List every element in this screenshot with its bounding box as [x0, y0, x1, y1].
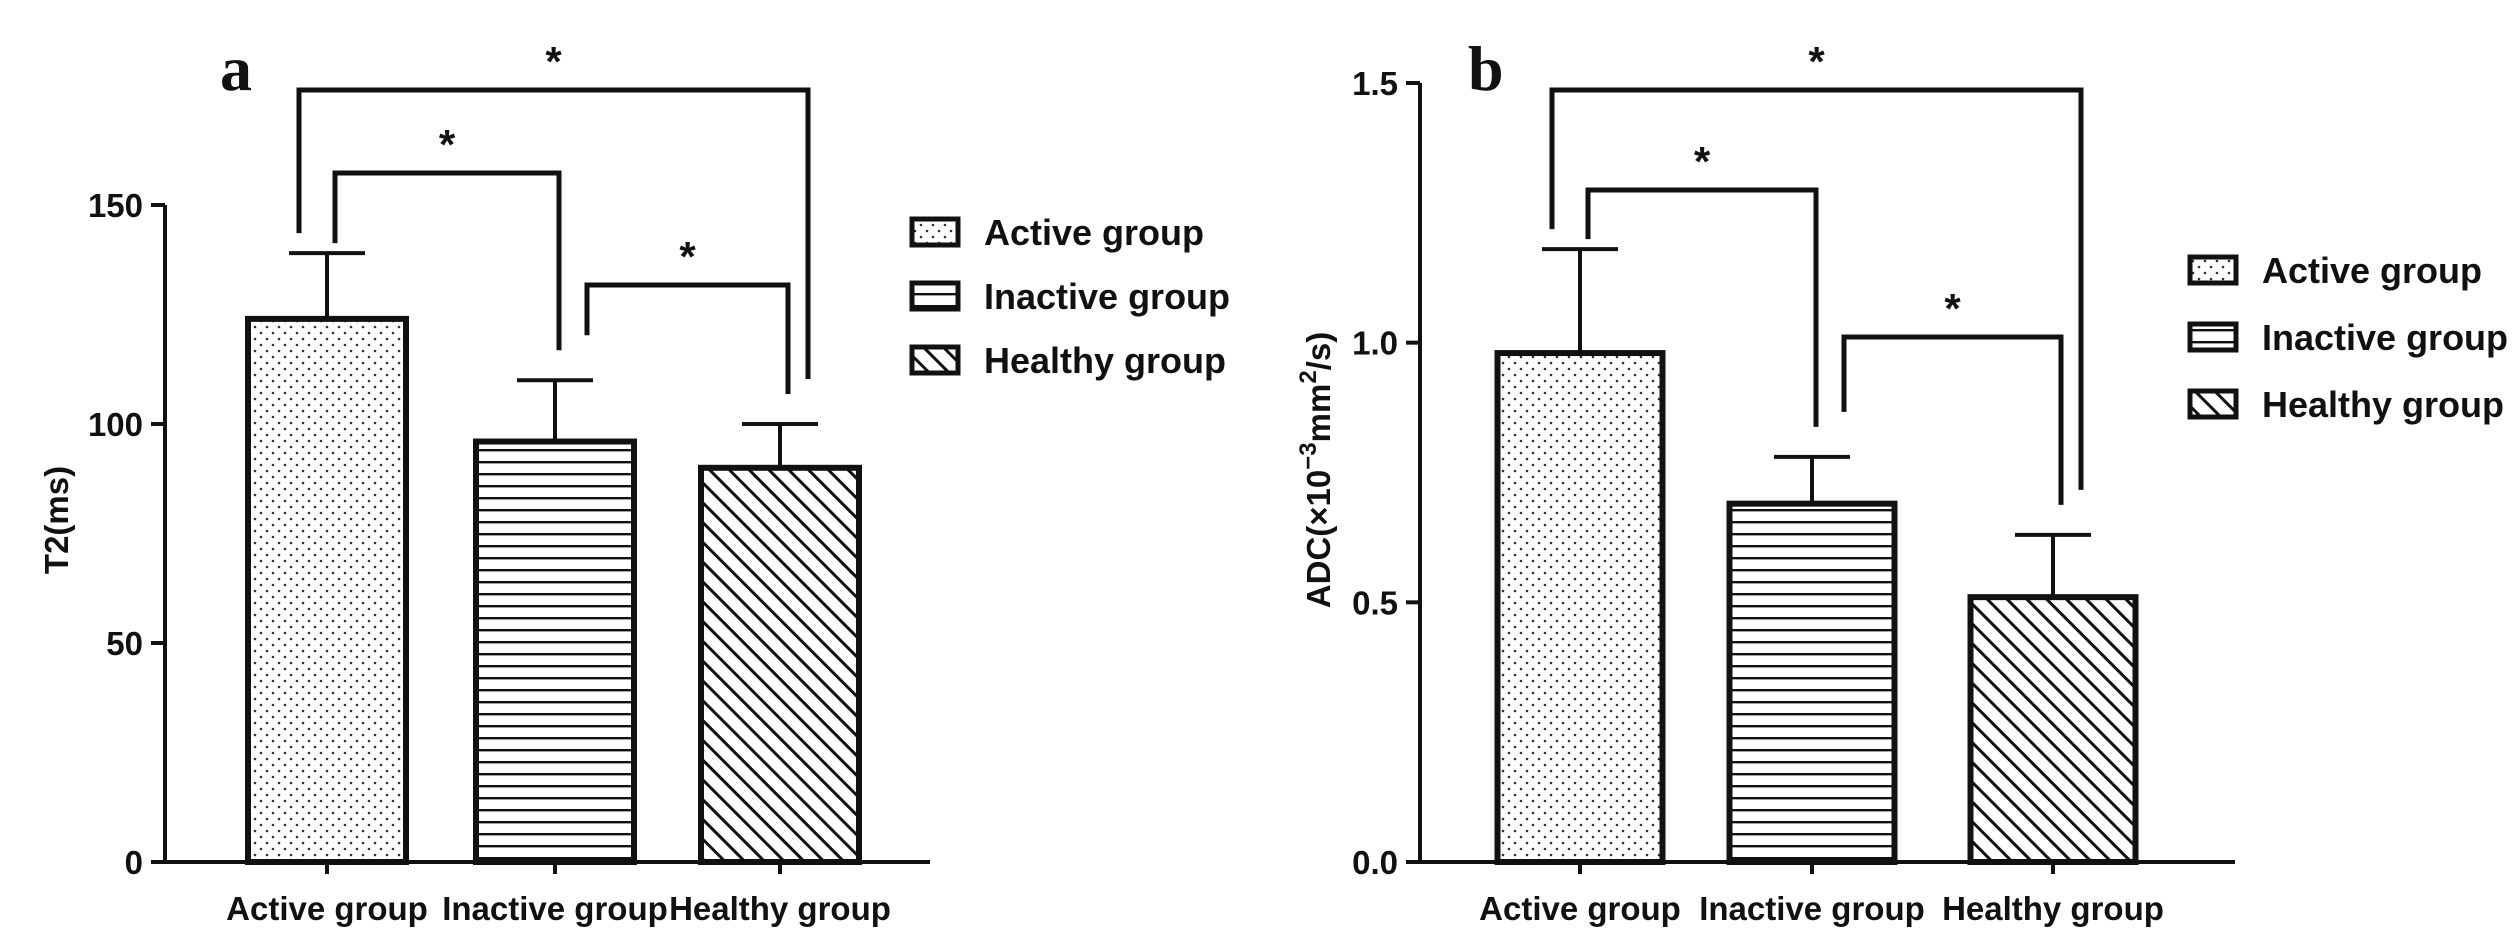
x-category-label: Active group [226, 890, 428, 927]
panel-a-error-bars [289, 251, 818, 468]
y-tick-label: 150 [88, 187, 143, 224]
y-tick-label: 1.5 [1352, 65, 1398, 102]
x-category-label: Active group [1479, 890, 1681, 927]
panel-a-chart: a T2(ms) 0 50 100 150 Active group Inactive… [38, 33, 1230, 927]
bar [245, 315, 409, 865]
y-tick-label: 1.0 [1352, 325, 1398, 362]
panel-a-bars [245, 315, 862, 865]
ylabel-unit: mm [1300, 384, 1337, 443]
y-tick-label: 100 [88, 406, 143, 443]
panel-b-legend: Active group Inactive group Healthy grou… [2187, 250, 2508, 425]
x-category-label: Healthy group [1942, 890, 2164, 927]
panel-b-error-bars [1542, 247, 2091, 598]
legend-swatch [909, 344, 961, 376]
ylabel-exponent: 2 [1295, 370, 1322, 383]
bar [1494, 350, 1666, 865]
legend-label: Healthy group [2262, 384, 2504, 425]
significance-star: * [679, 233, 696, 280]
legend-label: Inactive group [984, 276, 1230, 317]
bar [1726, 500, 1898, 865]
legend-swatch [909, 216, 961, 248]
panel-b-chart: b ADC(×10−3mm2/s) 0.0 0.5 1.0 1.5 Active gr… [1295, 33, 2508, 927]
panel-b-significance-brackets: * * * [1549, 38, 2084, 505]
significance-star: * [439, 121, 456, 168]
panel-a-legend: Active group Inactive group Healthy grou… [909, 212, 1230, 381]
legend-swatch [2187, 321, 2239, 353]
significance-bracket [1841, 334, 2064, 505]
legend-swatch [2187, 254, 2239, 286]
significance-star: * [1944, 285, 1961, 332]
significance-bracket [1585, 187, 1819, 427]
panel-b-bars [1494, 350, 2139, 865]
y-tick-label: 50 [106, 625, 143, 662]
panel-b-label: b [1468, 33, 1504, 104]
significance-bracket [584, 282, 791, 394]
significance-bracket [1549, 87, 2084, 490]
legend-swatch [909, 280, 961, 312]
panel-b-y-axis-label: ADC(×10−3mm2/s) [1295, 332, 1337, 608]
legend-label: Active group [2262, 250, 2482, 291]
legend-swatch [2187, 388, 2239, 420]
x-category-label: Inactive group [442, 890, 668, 927]
ylabel-end: /s) [1300, 332, 1337, 371]
ylabel-exponent: −3 [1295, 442, 1322, 469]
y-tick-label: 0 [125, 844, 143, 881]
y-tick-label: 0.5 [1352, 584, 1398, 621]
legend-label: Active group [984, 212, 1204, 253]
significance-bracket [332, 170, 562, 351]
panel-b-x-categories: Active group Inactive group Healthy grou… [1479, 890, 2164, 927]
significance-star: * [545, 38, 562, 85]
panel-b-y-ticks: 0.0 0.5 1.0 1.5 [1352, 65, 1420, 881]
bar [698, 464, 862, 865]
panel-a-label: a [220, 33, 252, 104]
legend-label: Healthy group [984, 340, 1226, 381]
significance-star: * [1694, 138, 1711, 185]
significance-bracket [296, 87, 811, 379]
panel-a-significance-brackets: * * * [296, 38, 811, 394]
panel-a-x-categories: Active group Inactive group Healthy grou… [226, 890, 891, 927]
x-category-label: Inactive group [1699, 890, 1925, 927]
bar [1967, 594, 2139, 865]
ylabel-main: ADC(×10 [1300, 470, 1337, 608]
panel-a-y-ticks: 0 50 100 150 [88, 187, 165, 881]
y-tick-label: 0.0 [1352, 844, 1398, 881]
significance-star: * [1808, 38, 1825, 85]
legend-label: Inactive group [2262, 317, 2508, 358]
bar [473, 438, 637, 865]
panel-a-y-axis-label: T2(ms) [38, 466, 75, 574]
x-category-label: Healthy group [669, 890, 891, 927]
